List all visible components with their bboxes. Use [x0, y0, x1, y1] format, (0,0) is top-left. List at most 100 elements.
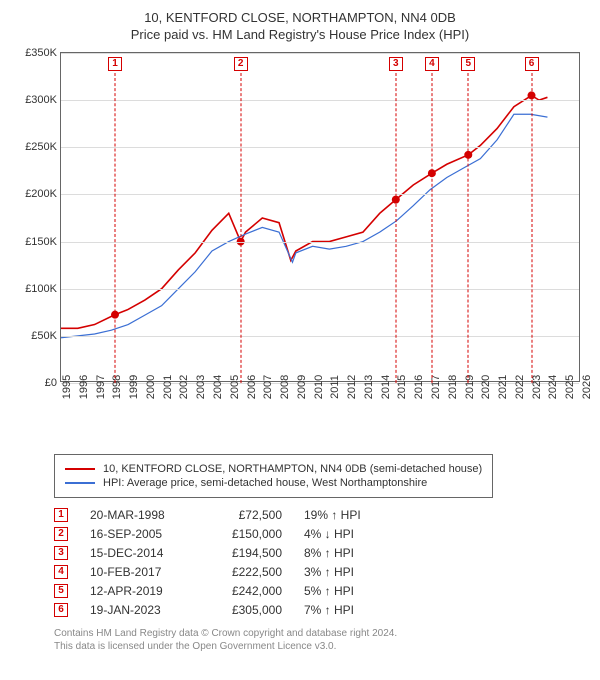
y-axis-label: £200K	[25, 188, 57, 200]
chart-area: £0£50K£100K£150K£200K£250K£300K£350K1995…	[20, 52, 580, 412]
legend: 10, KENTFORD CLOSE, NORTHAMPTON, NN4 0DB…	[54, 454, 493, 498]
marker-number-box: 4	[425, 57, 439, 71]
x-axis-label: 1999	[128, 375, 140, 399]
marker-number-box: 5	[461, 57, 475, 71]
legend-label: 10, KENTFORD CLOSE, NORTHAMPTON, NN4 0DB…	[103, 463, 482, 475]
marker-number-box: 3	[389, 57, 403, 71]
chart-subtitle: Price paid vs. HM Land Registry's House …	[14, 27, 586, 42]
x-axis-label: 2003	[195, 375, 207, 399]
sale-marker-box: 5	[54, 584, 68, 598]
x-axis-label: 2009	[296, 375, 308, 399]
sale-date: 19-JAN-2023	[90, 603, 190, 617]
x-axis-label: 2005	[229, 375, 241, 399]
sale-row: 5 12-APR-2019 £242,000 5% ↑ HPI	[54, 584, 586, 598]
x-axis-label: 2008	[279, 375, 291, 399]
x-axis-label: 2018	[447, 375, 459, 399]
marker-dashed-line	[395, 73, 396, 383]
x-axis-label: 1996	[78, 375, 90, 399]
x-axis-label: 2012	[346, 375, 358, 399]
legend-color-swatch	[65, 468, 95, 470]
x-axis-label: 2004	[212, 375, 224, 399]
marker-number-box: 2	[234, 57, 248, 71]
sale-date: 10-FEB-2017	[90, 565, 190, 579]
chart-lines	[61, 53, 581, 383]
marker-dashed-line	[240, 73, 241, 383]
y-axis-label: £300K	[25, 94, 57, 106]
x-axis-label: 2026	[581, 375, 593, 399]
x-axis-label: 2000	[145, 375, 157, 399]
gridline-h	[61, 53, 579, 54]
gridline-h	[61, 194, 579, 195]
sale-price: £242,000	[212, 584, 282, 598]
y-axis-label: £0	[45, 377, 57, 389]
plot-region: £0£50K£100K£150K£200K£250K£300K£350K1995…	[60, 52, 580, 382]
marker-dashed-line	[431, 73, 432, 383]
sale-price: £194,500	[212, 546, 282, 560]
sale-row: 4 10-FEB-2017 £222,500 3% ↑ HPI	[54, 565, 586, 579]
sale-row: 3 15-DEC-2014 £194,500 8% ↑ HPI	[54, 546, 586, 560]
x-axis-label: 2024	[547, 375, 559, 399]
x-axis-label: 1995	[61, 375, 73, 399]
legend-item: 10, KENTFORD CLOSE, NORTHAMPTON, NN4 0DB…	[65, 463, 482, 475]
sale-marker-box: 4	[54, 565, 68, 579]
gridline-h	[61, 100, 579, 101]
sales-table: 120-MAR-1998£72,50019% ↑ HPI216-SEP-2005…	[54, 508, 586, 617]
marker-number-box: 6	[525, 57, 539, 71]
footer-attribution: Contains HM Land Registry data © Crown c…	[54, 627, 586, 653]
sale-hpi-diff: 3% ↑ HPI	[304, 565, 394, 579]
x-axis-label: 1997	[95, 375, 107, 399]
sale-hpi-diff: 8% ↑ HPI	[304, 546, 394, 560]
sale-marker-box: 1	[54, 508, 68, 522]
sale-date: 12-APR-2019	[90, 584, 190, 598]
y-axis-label: £50K	[31, 330, 57, 342]
x-axis-label: 1998	[111, 375, 123, 399]
sale-price: £72,500	[212, 508, 282, 522]
gridline-h	[61, 336, 579, 337]
x-axis-label: 2015	[396, 375, 408, 399]
series-line	[61, 95, 547, 328]
y-axis-label: £100K	[25, 283, 57, 295]
marker-number-box: 1	[108, 57, 122, 71]
sale-date: 20-MAR-1998	[90, 508, 190, 522]
x-axis-label: 2020	[480, 375, 492, 399]
x-axis-label: 2011	[329, 375, 341, 399]
x-axis-label: 2022	[514, 375, 526, 399]
sale-price: £222,500	[212, 565, 282, 579]
x-axis-label: 2013	[363, 375, 375, 399]
x-axis-label: 2007	[262, 375, 274, 399]
x-axis-label: 2023	[531, 375, 543, 399]
sale-hpi-diff: 19% ↑ HPI	[304, 508, 394, 522]
x-axis-label: 2014	[380, 375, 392, 399]
gridline-h	[61, 242, 579, 243]
x-axis-label: 2025	[564, 375, 576, 399]
y-axis-label: £150K	[25, 236, 57, 248]
chart-title: 10, KENTFORD CLOSE, NORTHAMPTON, NN4 0DB	[14, 10, 586, 25]
marker-dashed-line	[115, 73, 116, 383]
sale-hpi-diff: 4% ↓ HPI	[304, 527, 394, 541]
sale-price: £150,000	[212, 527, 282, 541]
sale-row: 619-JAN-2023£305,0007% ↑ HPI	[54, 603, 586, 617]
footer-line-1: Contains HM Land Registry data © Crown c…	[54, 627, 586, 640]
sale-hpi-diff: 7% ↑ HPI	[304, 603, 394, 617]
sale-date: 15-DEC-2014	[90, 546, 190, 560]
marker-dashed-line	[468, 73, 469, 383]
x-axis-label: 2006	[246, 375, 258, 399]
gridline-h	[61, 147, 579, 148]
legend-item: HPI: Average price, semi-detached house,…	[65, 477, 482, 489]
sale-hpi-diff: 5% ↑ HPI	[304, 584, 394, 598]
y-axis-label: £350K	[25, 47, 57, 59]
legend-color-swatch	[65, 482, 95, 484]
sale-date: 16-SEP-2005	[90, 527, 190, 541]
y-axis-label: £250K	[25, 141, 57, 153]
footer-line-2: This data is licensed under the Open Gov…	[54, 640, 586, 653]
x-axis-label: 2019	[464, 375, 476, 399]
gridline-h	[61, 289, 579, 290]
sale-row: 216-SEP-2005£150,0004% ↓ HPI	[54, 527, 586, 541]
x-axis-label: 2010	[313, 375, 325, 399]
x-axis-label: 2002	[178, 375, 190, 399]
marker-dashed-line	[531, 73, 532, 383]
sale-row: 1 20-MAR-1998 £72,500 19% ↑ HPI	[54, 508, 586, 522]
x-axis-label: 2021	[497, 375, 509, 399]
sale-marker-box: 6	[54, 603, 68, 617]
sale-marker-box: 3	[54, 546, 68, 560]
